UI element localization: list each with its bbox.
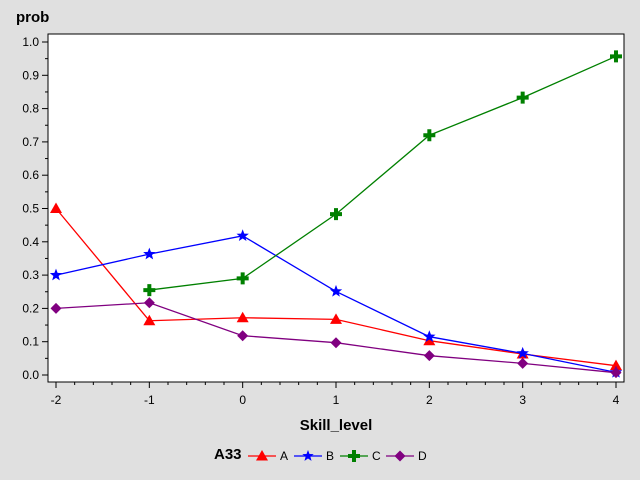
x-tick-label: 0 bbox=[239, 393, 246, 407]
plot-area bbox=[47, 33, 625, 383]
x-axis-title: Skill_level bbox=[300, 417, 373, 434]
data-point-a bbox=[236, 311, 249, 323]
y-tick-label: 0.2 bbox=[22, 301, 39, 315]
y-tick-label: 0.7 bbox=[22, 135, 39, 149]
data-point-c bbox=[423, 129, 436, 142]
legend: A33 A B C D bbox=[214, 446, 427, 463]
data-point-b bbox=[49, 268, 63, 281]
x-tick-label: 1 bbox=[333, 393, 340, 407]
data-point-b bbox=[143, 247, 156, 260]
data-point-d bbox=[423, 350, 435, 362]
series-line-c bbox=[149, 55, 617, 291]
legend-item-d: D bbox=[386, 449, 427, 463]
data-point-c bbox=[143, 284, 156, 297]
x-tick-label: 2 bbox=[426, 393, 433, 407]
legend-item-c: C bbox=[340, 449, 381, 463]
y-axis: 0.0 0.1 0.2 0.3 0.4 0.5 0.6 0.7 0.8 0.9 1.0 bbox=[22, 35, 48, 382]
data-point-d bbox=[237, 330, 249, 342]
x-tick-label: -2 bbox=[51, 393, 62, 407]
legend-title: A33 bbox=[214, 446, 242, 463]
series-layer bbox=[49, 50, 623, 379]
x-tick-label: 4 bbox=[613, 393, 620, 407]
y-tick-label: 0.9 bbox=[22, 68, 39, 82]
data-point-a bbox=[423, 334, 436, 346]
data-point-a bbox=[143, 314, 156, 326]
legend-item-b: B bbox=[294, 449, 334, 463]
data-point-c bbox=[236, 272, 249, 285]
y-tick-label: 0.5 bbox=[22, 202, 39, 216]
legend-marker-star bbox=[302, 450, 314, 461]
data-point-c bbox=[330, 208, 342, 221]
legend-label: A bbox=[280, 449, 288, 463]
y-tick-label: 0.0 bbox=[22, 368, 39, 382]
legend-label: C bbox=[372, 449, 381, 463]
data-point-a bbox=[50, 202, 62, 213]
data-point-b bbox=[236, 229, 249, 242]
y-tick-label: 0.8 bbox=[22, 102, 39, 116]
data-point-d bbox=[50, 302, 62, 314]
data-point-d bbox=[610, 367, 622, 379]
legend-label: D bbox=[418, 449, 427, 463]
data-point-d bbox=[143, 297, 155, 309]
series-d bbox=[50, 297, 622, 379]
legend-label: B bbox=[326, 449, 334, 463]
y-tick-label: 0.1 bbox=[22, 335, 39, 349]
legend-item-a: A bbox=[248, 449, 288, 463]
data-point-d bbox=[330, 337, 342, 349]
data-point-b bbox=[329, 284, 343, 297]
y-tick-label: 1.0 bbox=[22, 35, 39, 49]
data-point-b bbox=[516, 346, 529, 359]
x-tick-label: -1 bbox=[144, 393, 155, 407]
data-point-d bbox=[517, 357, 529, 369]
data-point-b bbox=[423, 330, 436, 342]
data-point-c bbox=[610, 50, 622, 63]
legend-marker-diamond bbox=[394, 450, 406, 462]
y-tick-label: 0.4 bbox=[22, 235, 39, 249]
legend-marker-plus bbox=[348, 450, 360, 462]
legend-marker-triangle bbox=[256, 450, 268, 461]
data-point-a bbox=[610, 359, 622, 371]
data-point-a bbox=[330, 313, 342, 324]
x-tick-label: 3 bbox=[519, 393, 526, 407]
y-axis-title: prob bbox=[16, 9, 49, 26]
series-c bbox=[143, 50, 622, 297]
y-tick-label: 0.6 bbox=[22, 168, 39, 182]
data-point-c bbox=[516, 91, 529, 104]
x-axis: -2 -1 0 1 2 3 4 bbox=[51, 382, 620, 407]
y-tick-label: 0.3 bbox=[22, 268, 39, 282]
